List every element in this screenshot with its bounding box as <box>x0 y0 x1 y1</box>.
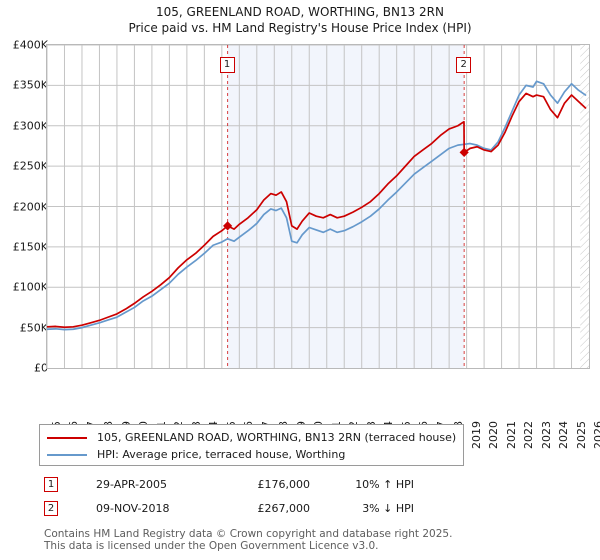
legend-item-label: HPI: Average price, terraced house, Wort… <box>97 448 346 461</box>
transaction-date: 09-NOV-2018 <box>96 501 170 515</box>
footer-line-1: Contains HM Land Registry data © Crown c… <box>44 528 453 540</box>
x-axis-tick-label: 2025 <box>574 421 588 449</box>
transaction-marker-flag[interactable]: 1 <box>219 57 235 73</box>
transaction-row: 1 29-APR-2005 £176,000 10% ↑ HPI <box>44 472 464 496</box>
price-history-line-chart <box>47 45 589 368</box>
y-axis-tick-label: £100K <box>12 280 48 294</box>
y-axis-tick-label: £350K <box>12 78 48 92</box>
transaction-row: 2 09-NOV-2018 £267,000 3% ↓ HPI <box>44 496 464 520</box>
transaction-hpi-delta: 10% ↑ HPI <box>355 477 414 491</box>
y-axis-tick-label: £200K <box>12 200 48 213</box>
transaction-price: £267,000 <box>257 501 311 515</box>
x-axis-tick-label: 2024 <box>557 421 571 449</box>
transaction-price: £176,000 <box>257 477 311 491</box>
x-axis-tick-label: 2021 <box>504 421 518 449</box>
legend-item: 105, GREENLAND ROAD, WORTHING, BN13 2RN … <box>40 429 463 446</box>
y-axis-tick-label: £250K <box>12 159 48 173</box>
plot-canvas <box>46 44 590 369</box>
legend-item-label: 105, GREENLAND ROAD, WORTHING, BN13 2RN … <box>97 431 457 444</box>
y-axis-tick-label: £300K <box>12 119 48 133</box>
legend-item: HPI: Average price, terraced house, Wort… <box>40 446 463 463</box>
y-axis-tick-label: £400K <box>12 38 48 52</box>
transaction-badge[interactable]: 2 <box>44 500 58 516</box>
x-axis-tick-label: 2026 <box>592 421 600 449</box>
legend-color-swatch <box>47 436 87 439</box>
y-axis-tick-label: £50K <box>19 321 48 335</box>
transaction-marker-flag[interactable]: 2 <box>456 57 472 73</box>
x-axis-tick-label: 2022 <box>522 421 536 449</box>
transaction-hpi-delta: 3% ↓ HPI <box>362 501 414 515</box>
page-subtitle: Price paid vs. HM Land Registry's House … <box>128 21 472 35</box>
transactions-table: 1 29-APR-2005 £176,000 10% ↑ HPI 2 09-NOV-201… <box>44 472 464 520</box>
chart-title-block: 105, GREENLAND ROAD, WORTHING, BN13 2RN … <box>0 0 600 36</box>
footer-attribution: Contains HM Land Registry data © Crown c… <box>44 528 564 552</box>
y-axis-tick-label: £0 <box>34 361 48 375</box>
x-axis-tick-label: 2023 <box>539 421 553 449</box>
footer-line-2: This data is licensed under the Open Gov… <box>44 540 379 552</box>
x-axis-tick-label: 2020 <box>487 421 501 449</box>
transaction-date: 29-APR-2005 <box>96 477 168 491</box>
y-axis-tick-label: £150K <box>12 240 48 254</box>
page-title: 105, GREENLAND ROAD, WORTHING, BN13 2RN <box>156 5 444 19</box>
transaction-badge[interactable]: 1 <box>44 476 58 492</box>
chart-area: £0 £50K £100K £150K £200K £250K £300K £350K £400… <box>0 38 600 450</box>
x-axis-tick-label: 2019 <box>469 421 483 449</box>
chart-legend: 105, GREENLAND ROAD, WORTHING, BN13 2RN … <box>39 424 464 466</box>
legend-color-swatch <box>47 453 87 456</box>
